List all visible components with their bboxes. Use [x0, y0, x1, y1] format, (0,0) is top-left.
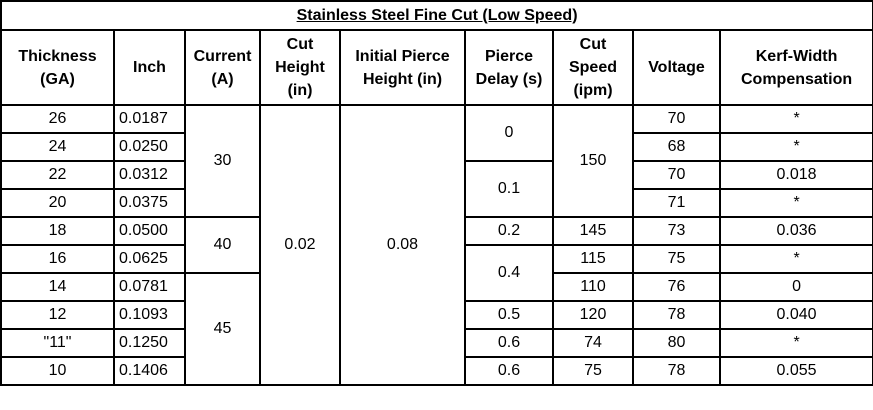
- kerf-cell: *: [718, 132, 873, 162]
- header-initial-pierce-height: Initial Pierce Height (in): [339, 29, 466, 106]
- inch-cell: 0.1406: [113, 356, 186, 386]
- cut-speed-cell: 115: [552, 244, 634, 274]
- gauge-cell: 18: [0, 216, 115, 246]
- gauge-cell: 10: [0, 356, 115, 386]
- gauge-cell: 20: [0, 188, 115, 218]
- cut-speed-cell: 150: [552, 104, 634, 218]
- table-row: 16 0.0625 0.4 115 75 *: [0, 244, 873, 302]
- kerf-cell: *: [718, 328, 873, 358]
- table-row: 12 0.1093 0.5 120 78 0.040: [0, 300, 873, 330]
- current-cell: 40: [184, 216, 261, 274]
- cut-chart-table: Stainless Steel Fine Cut (Low Speed) Thi…: [0, 0, 873, 386]
- table-row: 26 0.0187 30 0.02 0.08 0 150 70 *: [0, 104, 873, 386]
- inch-cell: 0.0781: [113, 272, 186, 302]
- gauge-cell: "11": [0, 328, 115, 358]
- current-cell: 45: [184, 272, 261, 386]
- gauge-cell: 14: [0, 272, 115, 302]
- gauge-cell: 16: [0, 244, 115, 274]
- gauge-cell: 22: [0, 160, 115, 190]
- inch-cell: 0.1250: [113, 328, 186, 358]
- pierce-delay-cell: 0.1: [464, 160, 554, 218]
- kerf-cell: 0.036: [718, 216, 873, 246]
- header-cut-speed: Cut Speed (ipm): [552, 29, 634, 106]
- pierce-height-cell: 0.08: [339, 104, 466, 386]
- cut-speed-cell: 120: [552, 300, 634, 330]
- table-row: 20 0.0375 71 *: [0, 188, 873, 218]
- pierce-delay-cell: 0.4: [464, 244, 554, 302]
- voltage-cell: 70: [632, 104, 721, 134]
- kerf-cell: *: [718, 188, 873, 218]
- pierce-delay-cell: 0.6: [464, 328, 554, 358]
- table-row: 10 0.1406 0.6 75 78 0.055: [0, 356, 873, 386]
- header-cut-height: Cut Height (in): [259, 29, 341, 106]
- cut-height-cell: 0.02: [259, 104, 341, 386]
- voltage-cell: 76: [632, 272, 721, 302]
- voltage-cell: 71: [632, 188, 721, 218]
- header-pierce-delay: Pierce Delay (s): [464, 29, 554, 106]
- kerf-cell: *: [718, 244, 873, 274]
- pierce-delay-cell: 0.6: [464, 356, 554, 386]
- inch-cell: 0.1093: [113, 300, 186, 330]
- cut-speed-cell: 145: [552, 216, 634, 246]
- pierce-delay-cell: 0: [464, 104, 554, 162]
- kerf-cell: 0.040: [718, 300, 873, 330]
- table-row: 24 0.0250 68 *: [0, 132, 873, 162]
- header-kerf-width: Kerf-Width Compensation: [718, 29, 873, 106]
- inch-cell: 0.0375: [113, 188, 186, 218]
- cut-speed-cell: 110: [552, 272, 634, 302]
- cut-speed-cell: 74: [552, 328, 634, 358]
- pierce-delay-cell: 0.5: [464, 300, 554, 330]
- table-row: 14 0.0781 45 110 76 0: [0, 272, 873, 386]
- table-row: "11" 0.1250 0.6 74 80 *: [0, 328, 873, 358]
- inch-cell: 0.0500: [113, 216, 186, 246]
- inch-cell: 0.0625: [113, 244, 186, 274]
- gauge-cell: 12: [0, 300, 115, 330]
- inch-cell: 0.0312: [113, 160, 186, 190]
- cut-speed-cell: 75: [552, 356, 634, 386]
- table-row: 22 0.0312 0.1 70 0.018: [0, 160, 873, 218]
- voltage-cell: 68: [632, 132, 721, 162]
- pierce-delay-cell: 0.2: [464, 216, 554, 246]
- inch-cell: 0.0187: [113, 104, 186, 134]
- header-current: Current (A): [184, 29, 261, 106]
- kerf-cell: 0.055: [718, 356, 873, 386]
- kerf-cell: 0: [718, 272, 873, 302]
- header-voltage: Voltage: [632, 29, 721, 106]
- kerf-cell: *: [718, 104, 873, 134]
- voltage-cell: 75: [632, 244, 721, 274]
- current-cell: 30: [184, 104, 261, 218]
- header-inch: Inch: [113, 29, 186, 106]
- gauge-cell: 24: [0, 132, 115, 162]
- kerf-cell: 0.018: [718, 160, 873, 190]
- voltage-cell: 80: [632, 328, 721, 358]
- table-row: 18 0.0500 40 0.2 145 73 0.036: [0, 216, 873, 274]
- voltage-cell: 73: [632, 216, 721, 246]
- table-title: Stainless Steel Fine Cut (Low Speed): [0, 0, 873, 31]
- voltage-cell: 70: [632, 160, 721, 190]
- voltage-cell: 78: [632, 300, 721, 330]
- gauge-cell: 26: [0, 104, 115, 134]
- voltage-cell: 78: [632, 356, 721, 386]
- inch-cell: 0.0250: [113, 132, 186, 162]
- header-thickness: Thickness (GA): [0, 29, 115, 106]
